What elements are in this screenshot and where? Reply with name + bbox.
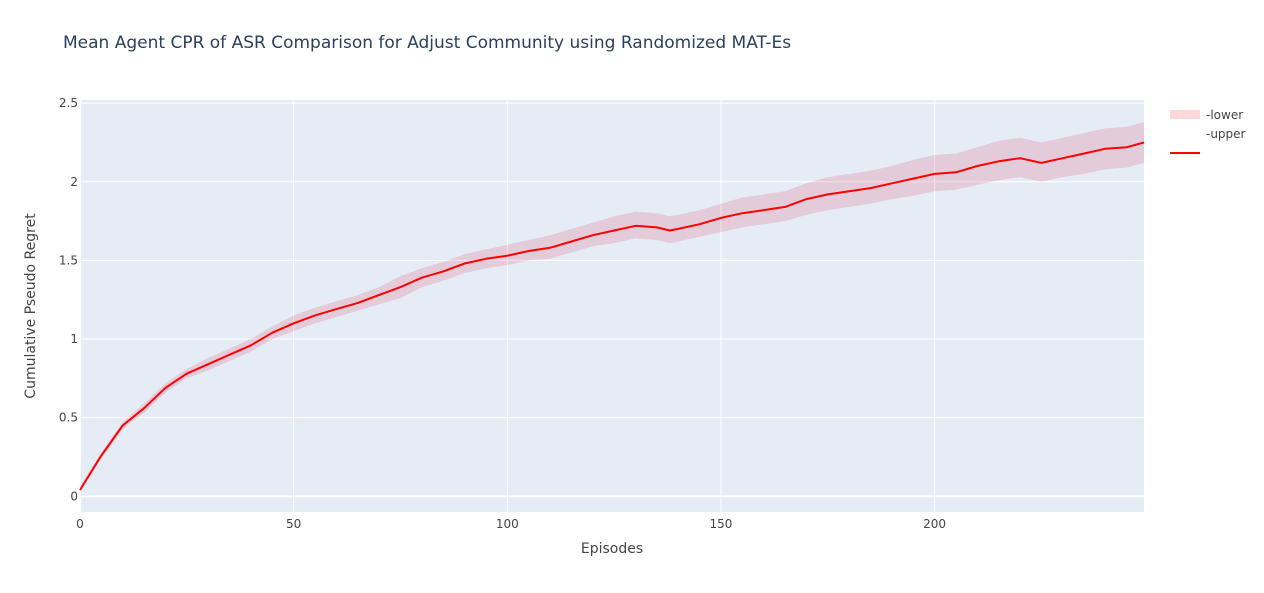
- x-axis-title: Episodes: [581, 541, 643, 557]
- legend-label: -upper: [1206, 127, 1246, 141]
- legend[interactable]: -lower -upper: [1170, 108, 1246, 154]
- y-tick-label: 1: [70, 332, 78, 346]
- x-tick-label: 100: [496, 517, 519, 531]
- x-tick-label: 150: [710, 517, 733, 531]
- x-axis-ticks: 0 50 100 150 200: [76, 517, 946, 531]
- x-tick-label: 0: [76, 517, 84, 531]
- x-tick-label: 50: [286, 517, 301, 531]
- grid-lines: [79, 100, 1144, 512]
- legend-band-swatch: [1170, 110, 1200, 119]
- y-tick-label: 1.5: [59, 253, 78, 267]
- series-lines: [79, 141, 1145, 491]
- confidence-band: [80, 122, 1144, 492]
- y-tick-label: 2.5: [59, 96, 78, 110]
- legend-item[interactable]: -upper: [1206, 127, 1246, 141]
- y-tick-label: 0: [70, 489, 78, 503]
- band-area: [80, 122, 1144, 492]
- y-tick-label: 0.5: [59, 411, 78, 425]
- legend-label: -lower: [1206, 108, 1243, 122]
- legend-item[interactable]: -lower: [1170, 108, 1243, 122]
- y-axis-ticks: 0 0.5 1 1.5 2 2.5: [59, 96, 78, 503]
- x-tick-label: 200: [923, 517, 946, 531]
- mean-series-line: [79, 141, 1145, 491]
- y-axis-title: Cumulative Pseudo Regret: [23, 213, 39, 399]
- chart-title: Mean Agent CPR of ASR Comparison for Adj…: [63, 33, 792, 53]
- y-tick-label: 2: [70, 175, 78, 189]
